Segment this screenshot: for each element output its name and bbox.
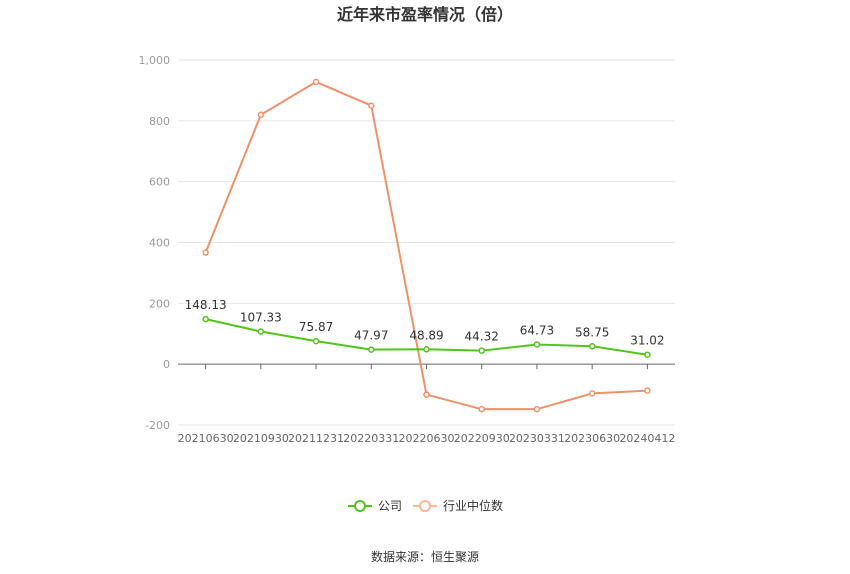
x-tick-label: 20230630 [564,432,620,445]
y-axis: 1,000 800 600 400 200 0 -200 [139,54,171,432]
x-tick-label: 20230331 [509,432,565,445]
x-tick-label: 20220930 [454,432,510,445]
data-label: 47.97 [354,329,388,343]
y-tick-label: -200 [145,419,170,432]
data-point [312,337,320,345]
legend-marker-industry-median [419,500,431,512]
data-point [644,351,651,358]
y-tick-label: 200 [149,297,170,310]
data-label: 31.02 [630,334,664,348]
y-tick-label: 1,000 [139,54,171,67]
data-point [644,387,651,394]
data-label: 64.73 [520,323,554,337]
grid-lines [178,59,675,426]
data-label: 75.87 [299,320,333,334]
data-label: 148.13 [185,298,227,312]
data-point [533,405,541,413]
x-tick-label: 20220630 [399,432,455,445]
y-tick-label: 400 [149,237,170,250]
chart-title: 近年来市盈率情况（倍） [337,5,513,24]
y-tick-label: 600 [149,176,170,189]
x-axis: 20210630 20210930 20211231 20220331 20220630… [178,363,675,445]
data-point [257,328,265,335]
data-point [478,405,485,413]
data-point [368,346,375,353]
data-point [312,78,320,86]
data-point [423,391,430,398]
data-point [478,347,485,354]
y-tick-label: 0 [163,358,170,371]
series-group: 148.13 107.33 75.87 47.97 48.89 44.32 64.73 58.… [185,78,665,413]
legend-label-company: 公司 [378,499,402,513]
data-label: 44.32 [465,330,499,344]
x-tick-label: 20240412 [619,432,675,445]
y-tick-label: 800 [149,115,170,128]
data-point [533,341,541,348]
x-tick-label: 20210930 [233,432,289,445]
legend: 公司 行业中位数 [348,498,503,513]
data-point [588,390,596,397]
data-label: 48.89 [409,328,443,342]
data-point [202,315,209,323]
data-label: 58.75 [575,325,609,339]
legend-marker-company [354,500,366,512]
data-source: 数据来源：恒生聚源 [371,549,479,564]
data-point [202,249,209,256]
data-point [588,343,596,350]
series-line-industry-median [204,80,648,411]
data-label: 107.33 [240,311,282,325]
data-point [368,102,375,109]
data-point [423,346,430,353]
x-tick-label: 20211231 [288,432,344,445]
x-tick-label: 20220331 [343,432,399,445]
legend-label-industry-median: 行业中位数 [443,498,503,513]
data-point [257,111,265,118]
x-tick-label: 20210630 [178,432,234,445]
